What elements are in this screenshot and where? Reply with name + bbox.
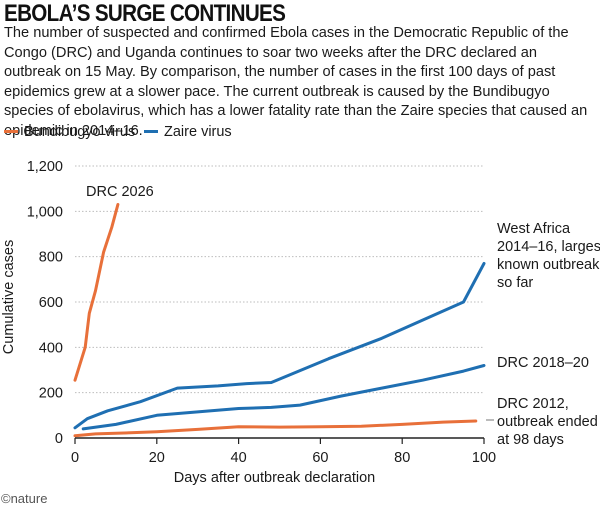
x-tick-label: 100 [472, 450, 496, 466]
legend-item-bundibugyo: Bundibugyo virus [4, 124, 135, 140]
y-tick-label: 400 [39, 340, 63, 356]
x-tick-label: 80 [394, 450, 410, 466]
x-axis-ticks: 0 20 40 60 80 100 [71, 438, 496, 466]
annotation-drc-2026: DRC 2026 [86, 184, 154, 200]
legend-label-bundibugyo: Bundibugyo virus [24, 124, 136, 140]
y-tick-label: 1,000 [27, 204, 63, 220]
annotation-drc-2012: DRC 2012, outbreak ended at 98 days [497, 396, 598, 448]
legend-label-zaire: Zaire virus [164, 124, 232, 140]
annotation-drc-2012-line: at 98 days [497, 432, 564, 448]
series-drc-2012-line [73, 419, 478, 438]
y-tick-label: 1,200 [27, 159, 63, 175]
annotation-drc-2018-line: DRC 2018–20 [497, 355, 589, 371]
annotation-drc-2026-line: DRC 2026 [86, 184, 154, 200]
x-tick-label: 0 [71, 450, 79, 466]
y-tick-label: 800 [39, 250, 63, 266]
series-annotations: DRC 2026 West Africa 2014–16, largest known… [86, 184, 600, 448]
legend-item-zaire: Zaire virus [144, 124, 232, 140]
annotation-drc-2018: DRC 2018–20 [497, 355, 589, 371]
y-tick-label: 600 [39, 295, 63, 311]
series-west-africa-line [73, 262, 486, 430]
gridlines [75, 165, 484, 394]
chart-title: EBOLA’S SURGE CONTINUES [4, 0, 286, 27]
annotation-west-africa-line: West Africa [497, 221, 571, 237]
nature-credit: ©nature [1, 491, 48, 506]
annotation-west-africa-line: so far [497, 275, 533, 291]
annotation-drc-2012-line: DRC 2012, [497, 396, 569, 412]
x-tick-label: 20 [149, 450, 165, 466]
series-lines [73, 203, 486, 438]
legend-swatch-zaire [144, 129, 158, 133]
series-drc-2026-line [73, 203, 120, 382]
y-tick-label: 200 [39, 386, 63, 402]
y-axis-ticks: 0 200 400 600 800 1,000 1,200 [27, 159, 63, 447]
y-tick-label: 0 [55, 431, 63, 447]
annotation-west-africa: West Africa 2014–16, largest known outbrea… [497, 221, 600, 291]
annotation-west-africa-line: known outbreak [497, 257, 600, 273]
legend-swatch-bundibugyo [4, 129, 18, 133]
annotation-drc-2012-line: outbreak ended [497, 414, 598, 430]
x-tick-label: 60 [312, 450, 328, 466]
chart-description: The number of suspected and confirmed Eb… [4, 25, 588, 139]
y-axis-label: Cumulative cases [1, 240, 17, 354]
annotation-west-africa-line: 2014–16, largest [497, 239, 600, 255]
series-drc-2018-line [81, 364, 486, 431]
x-tick-label: 40 [231, 450, 247, 466]
x-axis-label: Days after outbreak declaration [174, 470, 376, 486]
